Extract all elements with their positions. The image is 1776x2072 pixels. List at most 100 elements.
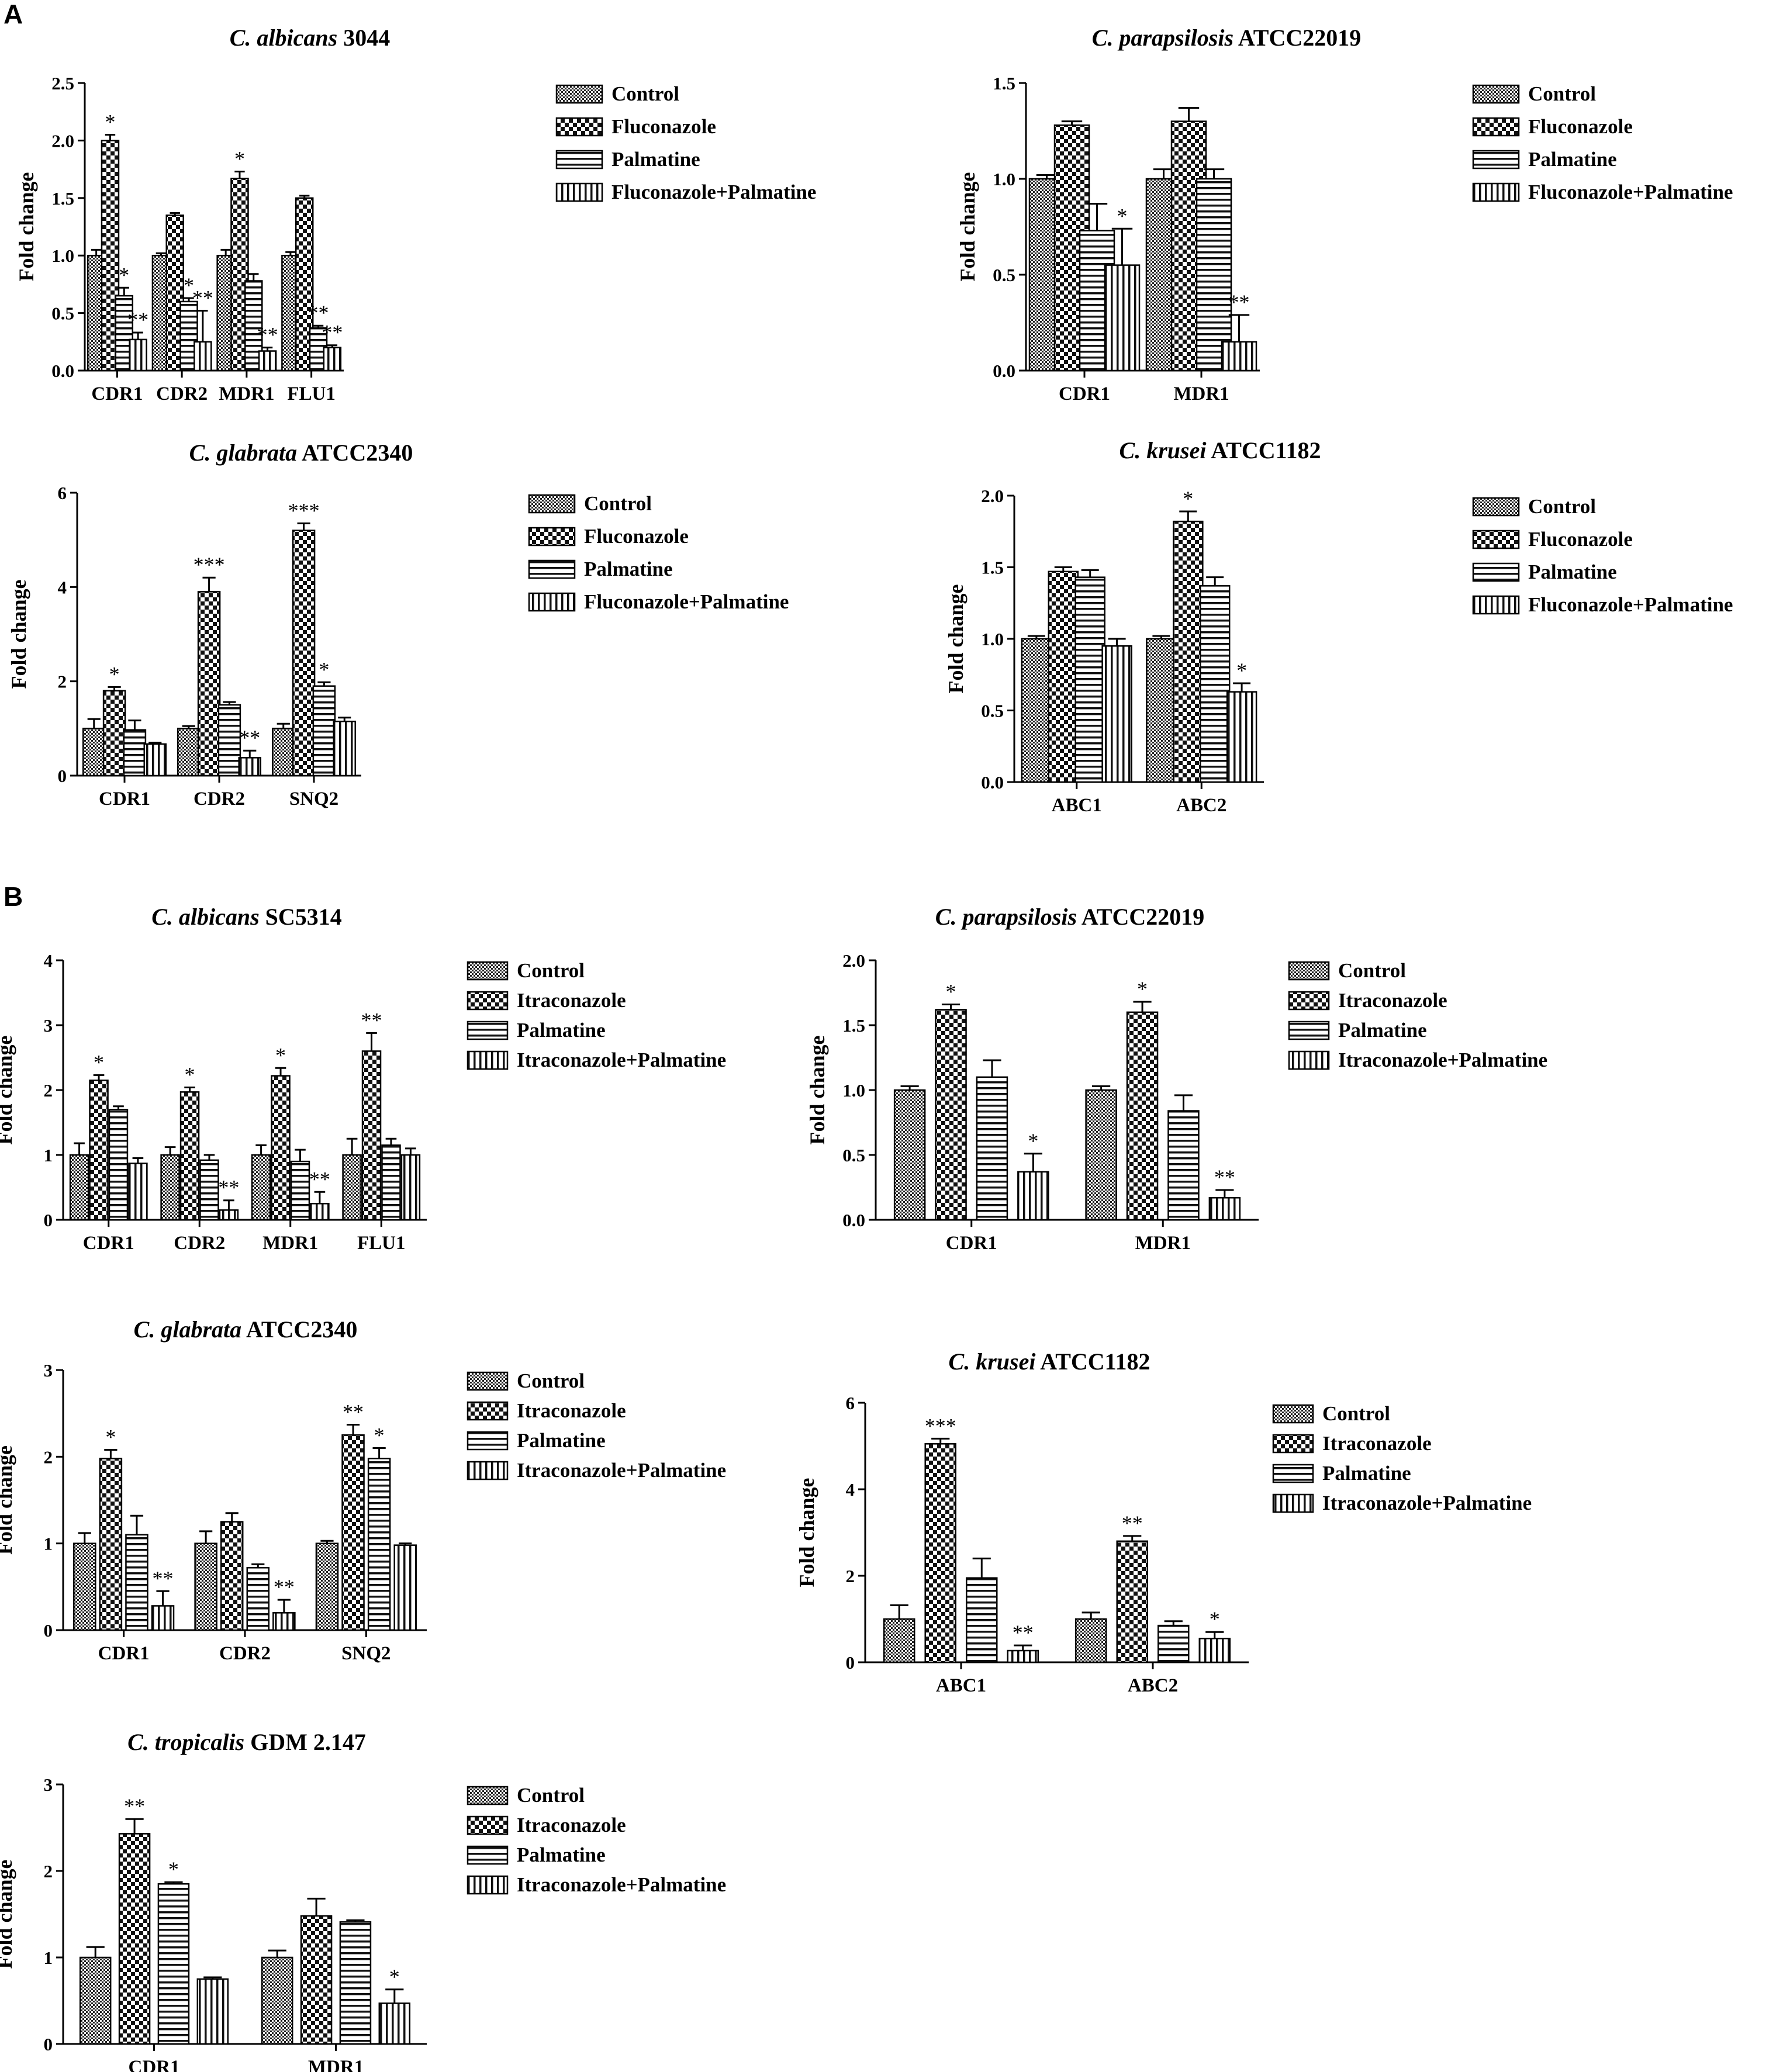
- legend-swatch: [1272, 1493, 1314, 1513]
- significance-label: **: [1214, 1165, 1235, 1189]
- legend-swatch: [1472, 595, 1520, 615]
- chart-title-species: C. albicans: [230, 25, 337, 51]
- legend-label: Itraconazole: [517, 1814, 626, 1836]
- legend-swatch: [1288, 961, 1330, 981]
- legend-swatch: [528, 559, 576, 579]
- significance-label: *: [105, 1425, 116, 1448]
- legend-swatch: [1472, 150, 1520, 170]
- legend-label: Itraconazole: [517, 989, 626, 1012]
- legend-label: Fluconazole+Palmatine: [584, 590, 789, 613]
- chart-title-strain: SC5314: [260, 904, 342, 930]
- y-tick-label: 1.5: [842, 1015, 865, 1036]
- chart-a1: C. albicans 3044 0.0 0.5 1.0 1.5 2.0 2.5 Fold c…: [15, 25, 816, 404]
- legend-label: Control: [611, 82, 679, 105]
- bar: [102, 690, 126, 777]
- bar: [157, 1883, 190, 2045]
- bar: [312, 685, 336, 777]
- category-label: CDR1: [98, 1643, 150, 1664]
- y-tick-label: 1.5: [51, 188, 74, 209]
- bar: [976, 1076, 1008, 1221]
- legend-swatch: [1288, 991, 1330, 1011]
- y-tick-label: 2: [58, 672, 67, 692]
- bar: [893, 1089, 926, 1221]
- significance-label: **: [1013, 1621, 1034, 1644]
- bar: [128, 1163, 148, 1221]
- bar: [217, 704, 241, 777]
- legend-swatch: [528, 494, 576, 514]
- bar: [1157, 1624, 1190, 1663]
- chart-title-species: C. krusei: [949, 1348, 1036, 1375]
- y-tick-label: 0.5: [993, 265, 1015, 285]
- legend-label: Palmatine: [584, 558, 673, 580]
- legend-label: Palmatine: [517, 1843, 606, 1866]
- bar: [143, 743, 167, 777]
- bar: [129, 338, 147, 372]
- y-axis-label: Fold change: [0, 1445, 16, 1555]
- significance-label: **: [127, 308, 148, 331]
- legend-label: Control: [1528, 495, 1596, 518]
- y-tick-label: 0.0: [51, 361, 74, 381]
- chart-title-strain: ATCC2340: [297, 440, 413, 466]
- chart-title: C. glabrata ATCC2340: [134, 1316, 358, 1343]
- bar: [292, 530, 316, 777]
- bar: [123, 729, 147, 777]
- bar: [196, 1978, 229, 2045]
- category-label: ABC2: [1128, 1675, 1178, 1696]
- y-tick-label: 0: [44, 1210, 53, 1230]
- chart-title-strain: 3044: [337, 25, 390, 51]
- bar: [935, 1009, 967, 1221]
- chart-title: C. tropicalis GDM 2.147: [127, 1729, 366, 1755]
- significance-label: ***: [925, 1414, 956, 1437]
- bar: [1167, 1110, 1200, 1221]
- y-tick-label: 1.0: [842, 1080, 865, 1101]
- bar: [238, 757, 261, 777]
- legend-swatch: [467, 1815, 509, 1835]
- legend-swatch: [1272, 1434, 1314, 1454]
- bar: [1199, 585, 1231, 783]
- significance-label: **: [361, 1008, 382, 1032]
- legend-label: Itraconazole+Palmatine: [1338, 1049, 1547, 1071]
- chart-title: C. krusei ATCC1182: [1119, 437, 1321, 463]
- chart-title-strain: ATCC22019: [1233, 25, 1361, 51]
- legend-label: Control: [517, 1369, 585, 1392]
- chart-title-strain: ATCC1182: [1206, 437, 1321, 463]
- bar: [300, 1915, 333, 2045]
- bar: [1104, 264, 1141, 372]
- legend-label: Itraconazole: [517, 1399, 626, 1422]
- legend-swatch: [1288, 1021, 1330, 1040]
- bar: [924, 1443, 956, 1663]
- bar: [290, 1160, 310, 1221]
- bar: [315, 1542, 339, 1631]
- legend-label: Palmatine: [1528, 561, 1617, 583]
- legend-swatch: [1472, 182, 1520, 202]
- significance-label: *: [1028, 1129, 1038, 1153]
- legend-label: Palmatine: [1322, 1462, 1411, 1485]
- bar: [160, 1154, 180, 1221]
- legend-swatch: [555, 117, 603, 137]
- chart-a4: C. krusei ATCC1182 0.0 0.5 1.0 1.5 2.0 Fold ch…: [944, 437, 1733, 816]
- y-tick-label: 0.0: [842, 1210, 865, 1230]
- y-axis-label: Fold change: [956, 172, 979, 281]
- y-axis-label: Fold change: [15, 172, 38, 281]
- chart-title-species: C. glabrata: [189, 440, 297, 466]
- legend-swatch: [1472, 562, 1520, 582]
- bar: [1208, 1197, 1241, 1221]
- bar: [1017, 1171, 1049, 1221]
- legend-label: Itraconazole: [1322, 1432, 1432, 1455]
- y-tick-label: 1.5: [981, 558, 1004, 578]
- panel-label-a: A: [4, 0, 23, 29]
- legend-swatch: [1272, 1404, 1314, 1424]
- significance-label: **: [124, 1794, 145, 1818]
- significance-label: *: [1210, 1607, 1220, 1631]
- bar: [197, 591, 221, 777]
- bar: [251, 1154, 271, 1221]
- significance-label: *: [109, 662, 120, 686]
- significance-label: **: [1122, 1511, 1143, 1535]
- category-label: CDR1: [83, 1233, 134, 1254]
- y-tick-label: 0: [44, 1620, 53, 1641]
- bar: [1116, 1540, 1148, 1663]
- chart-title-species: C. parapsilosis: [935, 904, 1077, 930]
- legend-label: Palmatine: [611, 148, 700, 171]
- category-label: FLU1: [287, 383, 336, 404]
